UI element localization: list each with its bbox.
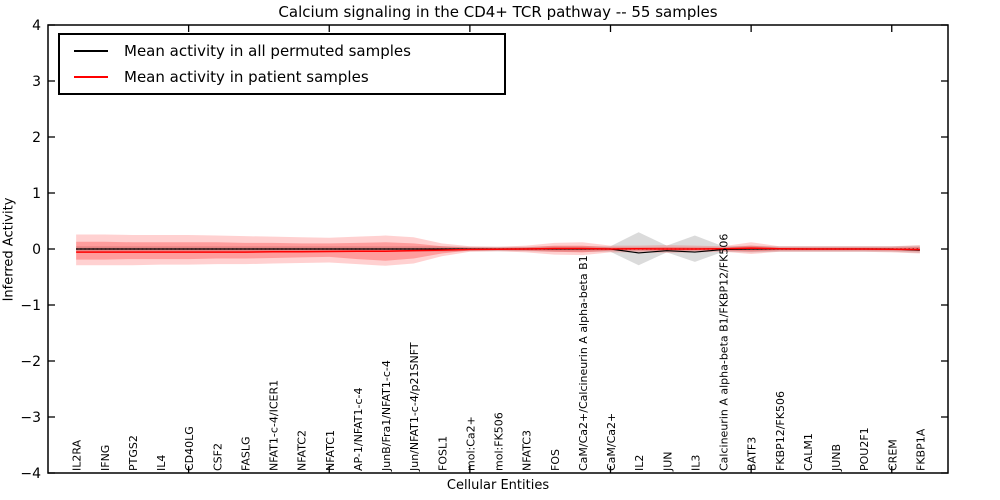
y-tick-label: 0 xyxy=(32,242,41,258)
entity-label: POU2F1 xyxy=(858,427,871,471)
entity-label: Calcineurin A alpha-beta B1/FKBP12/FK506 xyxy=(718,234,731,471)
entity-label: CD40LG xyxy=(183,426,196,471)
plot-border xyxy=(47,24,949,474)
y-tick-label: −4 xyxy=(20,466,41,482)
legend-item-permuted: Mean activity in all permuted samples xyxy=(60,38,504,64)
entity-label: IFNG xyxy=(99,445,112,471)
entity-label: PTGS2 xyxy=(127,435,140,471)
entity-label: FKBP1A xyxy=(914,428,927,471)
y-tick-label: 1 xyxy=(32,186,41,202)
y-tick-label: −2 xyxy=(20,354,41,370)
entity-label: NFATC3 xyxy=(521,430,534,471)
patient-mean-line xyxy=(76,247,920,253)
entity-label: IL2 xyxy=(633,455,646,471)
permuted-line-swatch xyxy=(74,49,108,52)
chart-title: Calcium signaling in the CD4+ TCR pathwa… xyxy=(278,3,718,21)
legend: Mean activity in all permuted samples Me… xyxy=(58,33,506,95)
y-tick-label: 3 xyxy=(32,74,41,90)
entity-label: AP-1/NFAT1-c-4 xyxy=(352,387,365,471)
y-tick-label: 4 xyxy=(32,18,41,34)
entity-label: mol:Ca2+ xyxy=(464,416,477,471)
legend-label-permuted: Mean activity in all permuted samples xyxy=(124,41,411,60)
entity-label: JUN xyxy=(661,451,674,472)
entity-label: CSF2 xyxy=(211,443,224,471)
entity-label: IL2RA xyxy=(71,439,84,471)
x-axis-label: Cellular Entities xyxy=(446,478,550,493)
patient-line-swatch xyxy=(74,76,108,79)
entity-label: JunB/Fra1/NFAT1-c-4 xyxy=(380,360,393,472)
legend-item-patient: Mean activity in patient samples xyxy=(60,64,504,90)
patient-std-band-outer xyxy=(76,234,920,266)
entity-label: JUNB xyxy=(830,444,843,472)
y-tick-label: −1 xyxy=(20,298,41,314)
entity-label: BATF3 xyxy=(746,437,759,471)
legend-label-patient: Mean activity in patient samples xyxy=(124,68,369,87)
y-axis-label: Inferred Activity xyxy=(1,197,17,302)
entity-label: FOSL1 xyxy=(436,436,449,471)
entity-label: Jun/NFAT1-c-4/p21SNFT xyxy=(408,342,421,472)
entity-label: NFATC2 xyxy=(296,430,309,471)
entity-label: NFATC1 xyxy=(324,430,337,471)
entity-label: FASLG xyxy=(239,437,252,471)
entity-label: IL4 xyxy=(155,455,168,471)
entity-label: CREM xyxy=(886,439,899,471)
entity-label: CaM/Ca2+ xyxy=(605,413,618,471)
entity-label: FOS xyxy=(549,449,562,471)
entity-label: CALM1 xyxy=(802,433,815,471)
entity-label: IL3 xyxy=(689,455,702,471)
entity-label: CaM/Ca2+/Calcineurin A alpha-beta B1 xyxy=(577,255,590,471)
entity-label: NFAT1-c-4/ICER1 xyxy=(268,380,281,471)
entity-label: FKBP12/FK506 xyxy=(774,391,787,471)
patient-std-band-inner xyxy=(76,241,920,261)
y-tick-label: 2 xyxy=(32,130,41,146)
y-tick-label: −3 xyxy=(20,410,41,426)
entity-label: mol:FK506 xyxy=(493,412,506,471)
